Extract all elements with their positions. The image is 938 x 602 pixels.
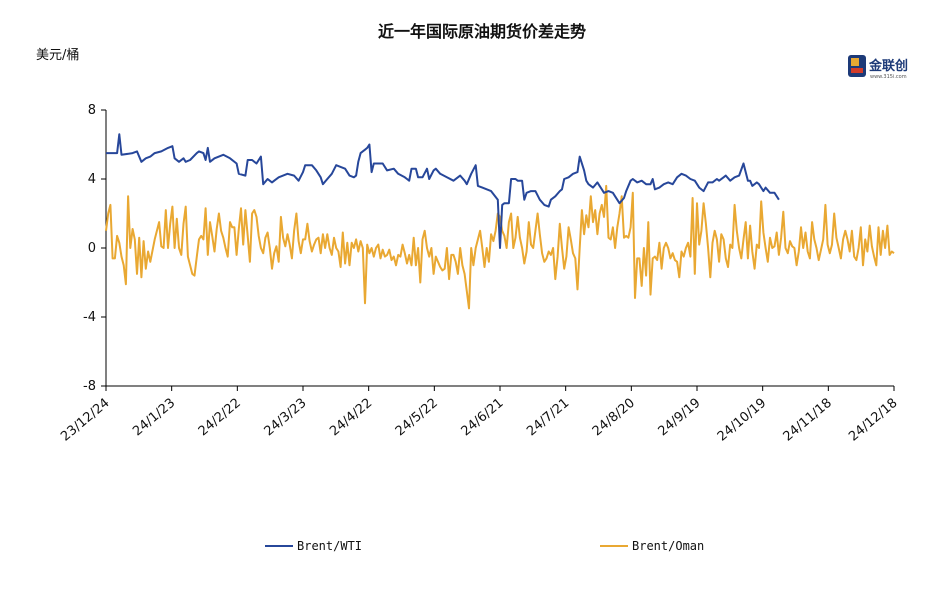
- y-tick-label: 4: [88, 172, 96, 187]
- brent-oman-line: [105, 184, 895, 310]
- x-tick-label: 24/10/19: [715, 396, 769, 445]
- logo-mark-accent-2: [851, 68, 863, 73]
- chart-title: 近一年国际原油期货价差走势: [378, 22, 586, 41]
- x-tick-label: 24/3/23: [262, 396, 310, 440]
- logo-mark-accent: [851, 58, 859, 66]
- x-tick-label: 24/6/21: [459, 396, 507, 440]
- axes: 8 4 0 -4 -8 23/12/24 24/1/23 24/2/22 24/3/23 24/4…: [58, 103, 900, 445]
- logo-text: 金联创: [868, 58, 908, 74]
- legend-label: Brent/Oman: [632, 539, 704, 553]
- x-tick-label: 23/12/24: [58, 396, 112, 445]
- brand-logo: 金联创 www.315i.com: [848, 55, 908, 80]
- brent-wti-line: [106, 133, 780, 249]
- legend-label: Brent/WTI: [297, 539, 362, 553]
- x-tick-label: 24/11/18: [781, 396, 835, 445]
- y-axis-unit: 美元/桶: [36, 48, 79, 63]
- legend: Brent/WTI Brent/Oman: [265, 539, 704, 553]
- y-tick-label: -4: [83, 310, 96, 325]
- x-tick-label: 24/4/22: [327, 396, 375, 440]
- x-tick-label: 24/9/19: [656, 396, 704, 440]
- x-tick-label: 24/1/23: [130, 396, 178, 440]
- series-layer: [105, 133, 895, 310]
- x-tick-label: 24/7/21: [524, 396, 572, 440]
- logo-subtext: www.315i.com: [870, 74, 907, 80]
- y-tick-label: -8: [83, 379, 96, 394]
- x-tick-label: 24/12/18: [846, 396, 900, 445]
- y-tick-label: 0: [88, 241, 96, 256]
- x-tick-label: 24/2/22: [196, 396, 244, 440]
- y-tick-label: 8: [88, 103, 96, 118]
- x-tick-label: 24/8/20: [590, 396, 638, 440]
- x-tick-label: 24/5/22: [393, 396, 441, 440]
